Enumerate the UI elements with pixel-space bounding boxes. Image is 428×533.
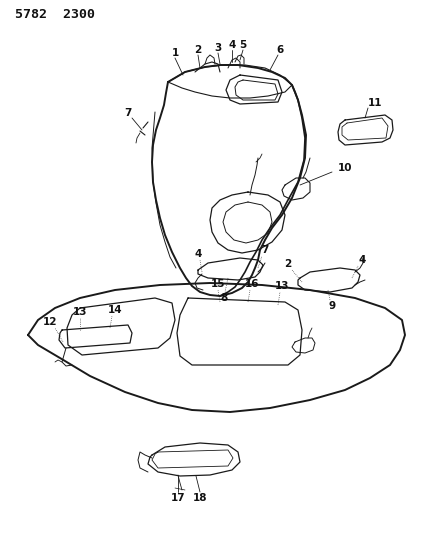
Text: 16: 16 bbox=[245, 279, 259, 289]
Text: 10: 10 bbox=[338, 163, 352, 173]
Text: 18: 18 bbox=[193, 493, 207, 503]
Text: 5782  2300: 5782 2300 bbox=[15, 9, 95, 21]
Text: 13: 13 bbox=[275, 281, 289, 291]
Text: 17: 17 bbox=[171, 493, 185, 503]
Text: 14: 14 bbox=[108, 305, 122, 315]
Text: 7: 7 bbox=[124, 108, 132, 118]
Text: 11: 11 bbox=[368, 98, 382, 108]
Text: 9: 9 bbox=[328, 301, 336, 311]
Text: 5: 5 bbox=[239, 40, 247, 50]
Text: 2: 2 bbox=[284, 259, 291, 269]
Text: 1: 1 bbox=[171, 48, 178, 58]
Text: 7: 7 bbox=[262, 245, 269, 255]
Text: 2: 2 bbox=[194, 45, 202, 55]
Text: 6: 6 bbox=[276, 45, 284, 55]
Text: 4: 4 bbox=[194, 249, 202, 259]
Text: 13: 13 bbox=[73, 307, 87, 317]
Text: 4: 4 bbox=[358, 255, 366, 265]
Text: 15: 15 bbox=[211, 279, 225, 289]
Text: 12: 12 bbox=[43, 317, 57, 327]
Text: 8: 8 bbox=[220, 293, 228, 303]
Text: 4: 4 bbox=[228, 40, 236, 50]
Text: 3: 3 bbox=[214, 43, 222, 53]
